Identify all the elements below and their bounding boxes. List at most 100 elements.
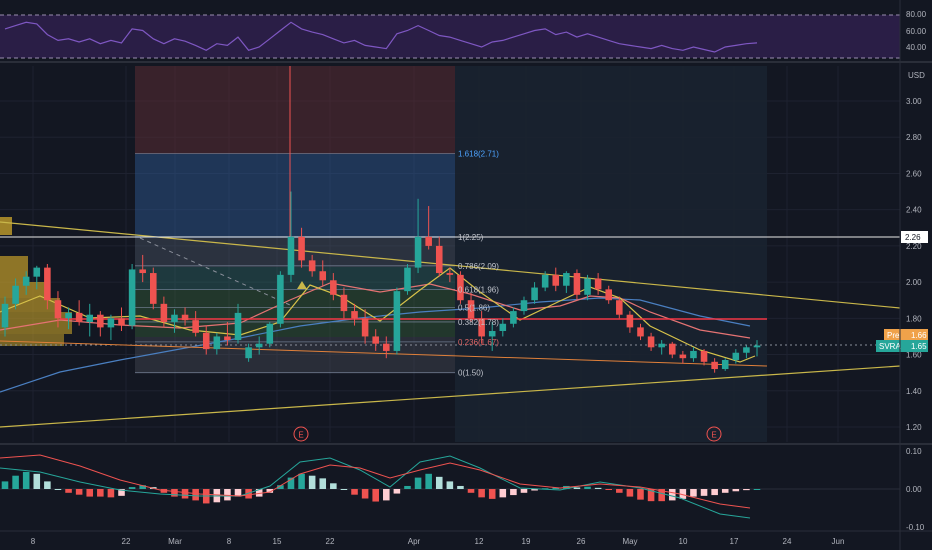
candle-body[interactable] — [446, 273, 454, 275]
signal-triangle — [297, 281, 307, 289]
time-axis[interactable]: 8 22 Mar 8 15 22 Apr 12 19 26 May 10 17 24 Jun — [31, 537, 845, 546]
candle-body[interactable] — [128, 269, 136, 326]
candle-body[interactable] — [393, 291, 401, 351]
candle-body[interactable] — [351, 311, 358, 319]
candle-body[interactable] — [457, 274, 464, 301]
candle-body[interactable] — [54, 300, 62, 319]
fib-zone-blue — [135, 154, 455, 238]
candle-body[interactable] — [22, 276, 30, 286]
candle-body[interactable] — [732, 352, 740, 360]
candle-body[interactable] — [97, 314, 104, 328]
currency-label: USD — [908, 71, 925, 80]
candle-body[interactable] — [668, 343, 676, 355]
candle-body[interactable] — [118, 318, 125, 326]
fib-label: 0.618(1.96) — [458, 285, 499, 294]
candle-body[interactable] — [753, 345, 761, 348]
rsi-tick-label: 40.00 — [906, 43, 927, 52]
candle-body[interactable] — [181, 314, 189, 321]
last-price-symbol: SVRA — [879, 342, 901, 351]
candle-body[interactable] — [44, 267, 51, 301]
macd-histogram-bar — [637, 489, 644, 500]
candle-body[interactable] — [605, 289, 613, 301]
candle-body[interactable] — [107, 318, 115, 328]
candle-body[interactable] — [721, 359, 729, 370]
candle-body[interactable] — [224, 336, 231, 341]
candle-body[interactable] — [700, 350, 708, 362]
candle-body[interactable] — [308, 260, 316, 272]
macd-histogram-bar — [721, 489, 729, 493]
time-axis-label: Mar — [168, 537, 182, 546]
candle-body[interactable] — [86, 314, 94, 322]
candle-body[interactable] — [372, 336, 379, 344]
candle-body[interactable] — [171, 314, 178, 322]
macd-histogram-bar — [33, 473, 41, 489]
candle-body[interactable] — [563, 273, 570, 286]
candle-body[interactable] — [573, 273, 581, 295]
price-axis[interactable]: USD 3.00 2.80 2.60 2.40 2.20 2.00 1.80 1.60 1.40… — [876, 71, 928, 432]
candle-body[interactable] — [552, 274, 560, 286]
candle-body[interactable] — [520, 300, 528, 312]
macd-histogram-bar — [404, 485, 411, 489]
candle-body[interactable] — [245, 347, 252, 359]
candle-body[interactable] — [255, 343, 263, 348]
candle-body[interactable] — [139, 269, 146, 274]
candle-body[interactable] — [414, 236, 422, 268]
candle-body[interactable] — [711, 361, 718, 370]
candle-body[interactable] — [160, 303, 168, 322]
candle-body[interactable] — [33, 267, 41, 277]
candle-body[interactable] — [1, 303, 9, 328]
candle-body[interactable] — [541, 274, 549, 288]
candle-body[interactable] — [330, 280, 337, 295]
candle-body[interactable] — [298, 236, 305, 261]
candle-body[interactable] — [510, 311, 517, 324]
candle-body[interactable] — [213, 336, 221, 350]
candle-body[interactable] — [340, 294, 348, 312]
candle-body[interactable] — [202, 332, 210, 350]
earnings-marker-1[interactable]: E — [293, 426, 309, 442]
candle-body[interactable] — [65, 312, 72, 319]
candle-body[interactable] — [234, 312, 242, 341]
macd-histogram-bar — [531, 489, 538, 491]
moving-average-long — [0, 297, 751, 393]
candle-body[interactable] — [319, 271, 327, 281]
candle-body[interactable] — [743, 347, 750, 353]
time-axis-label: Jun — [832, 537, 845, 546]
candle-body[interactable] — [594, 278, 602, 290]
candle-body[interactable] — [626, 314, 634, 328]
candle-body[interactable] — [478, 318, 485, 337]
candle-body[interactable] — [149, 273, 157, 304]
candle-body[interactable] — [12, 285, 19, 304]
fib-label: 0(1.50) — [458, 369, 484, 378]
rsi-tick-label: 80.00 — [906, 10, 927, 19]
candle-body[interactable] — [690, 350, 697, 359]
candle-body[interactable] — [287, 236, 295, 275]
candle-body[interactable] — [467, 300, 475, 319]
time-axis-label: 22 — [122, 537, 131, 546]
candle-body[interactable] — [584, 278, 591, 295]
candle-body[interactable] — [277, 274, 284, 324]
candle-body[interactable] — [616, 300, 623, 315]
macd-histogram-bar — [446, 481, 454, 489]
candle-body[interactable] — [499, 323, 507, 332]
candle-body[interactable] — [679, 354, 687, 359]
candle-body[interactable] — [637, 327, 644, 337]
candle-body[interactable] — [383, 343, 390, 351]
candle-body[interactable] — [531, 287, 538, 301]
candle-body[interactable] — [266, 323, 274, 344]
candle-body[interactable] — [425, 236, 432, 246]
candle-body[interactable] — [404, 267, 411, 292]
candle-body[interactable] — [658, 343, 665, 348]
candle-body[interactable] — [647, 336, 655, 348]
candle-body[interactable] — [488, 331, 496, 337]
earnings-marker-2[interactable]: E — [706, 426, 722, 442]
macd-histogram-bar — [330, 483, 337, 489]
candle-body[interactable] — [192, 320, 199, 333]
candle-body[interactable] — [361, 318, 369, 337]
pre-market-value: 1.66 — [911, 331, 927, 340]
macd-histogram-bar — [679, 489, 687, 499]
macd-histogram-bar — [626, 489, 634, 497]
time-axis-label: 22 — [326, 537, 335, 546]
candle-body[interactable] — [75, 312, 83, 322]
candle-body[interactable] — [435, 245, 443, 274]
